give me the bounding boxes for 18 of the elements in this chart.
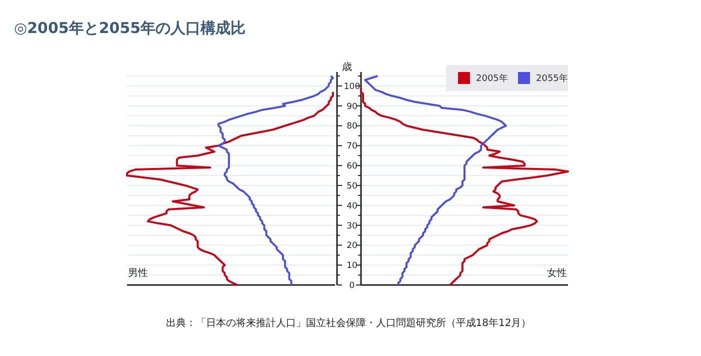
chart-title: ◎2005年と2055年の人口構成比: [14, 19, 246, 37]
y-tick-label: 10: [346, 261, 358, 272]
y-tick-label: 20: [346, 241, 358, 252]
annotation: 男性: [128, 267, 148, 279]
y-tick-label: 70: [346, 142, 358, 152]
y-tick-label: 60: [346, 162, 358, 172]
y-axis-title: 歳: [342, 61, 352, 73]
legend-label: 2005年: [476, 73, 508, 84]
legend-label: 2055年: [536, 73, 568, 84]
source-note: 出典：「日本の将来推計人口」国立社会保障・人口問題研究所（平成18年12月）: [166, 317, 532, 329]
y-tick-label: 80: [346, 122, 358, 132]
y-tick-label: 50: [346, 181, 358, 192]
y-tick-label: 100: [344, 82, 360, 92]
y-tick-label: 30: [346, 221, 358, 232]
y-tick-label: 0: [349, 280, 355, 291]
y-tick-label: 90: [346, 102, 358, 112]
y-tick-label: 40: [346, 201, 358, 212]
annotation: 女性: [547, 267, 567, 279]
